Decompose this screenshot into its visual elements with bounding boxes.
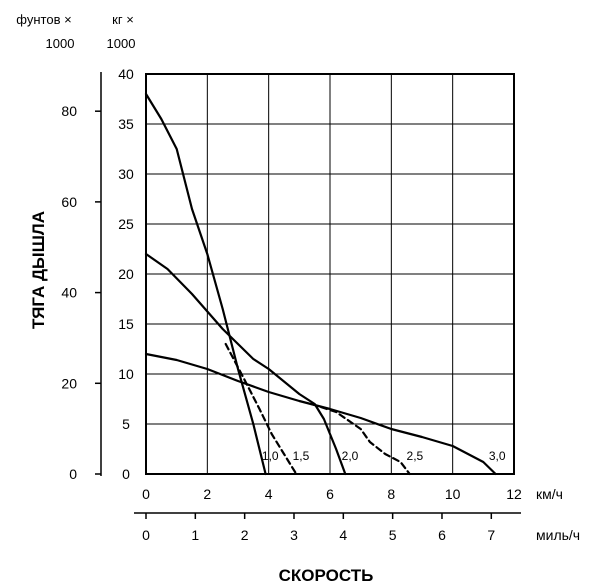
lbs-axis-unit-line2: 1000 (46, 36, 75, 51)
lbs-tick-label: 60 (61, 194, 77, 210)
curve-label: 1,5 (293, 449, 310, 463)
mph-tick-label: 6 (438, 527, 446, 543)
kmh-tick-label: 8 (387, 486, 395, 502)
mph-tick-label: 2 (241, 527, 249, 543)
mph-tick-label: 3 (290, 527, 298, 543)
kmh-tick-label: 0 (142, 486, 150, 502)
kg-tick-label: 0 (122, 466, 130, 482)
kmh-tick-label: 2 (203, 486, 211, 502)
mph-tick-label: 0 (142, 527, 150, 543)
plot-grid (145, 73, 515, 475)
curve-label: 2,5 (407, 449, 424, 463)
mph-axis-unit: миль/ч (536, 527, 580, 543)
curve-2-0 (144, 252, 347, 476)
kg-axis-unit-line1: кг × (112, 12, 134, 27)
mph-tick-label: 1 (191, 527, 199, 543)
kmh-axis-unit: км/ч (536, 486, 563, 502)
kmh-tick-label: 12 (506, 486, 522, 502)
lbs-axis-unit-line1: фунтов × (16, 12, 71, 27)
lbs-tick-label: 80 (61, 103, 77, 119)
mph-tick-label: 7 (487, 527, 495, 543)
labels: фунтов × 1000 кг × 1000 ТЯГА ДЫШЛА км/ч … (16, 12, 580, 585)
lbs-tick-label: 0 (69, 466, 77, 482)
kg-tick-label: 40 (118, 66, 134, 82)
kg-tick-label: 5 (122, 416, 130, 432)
kg-tick-label: 15 (118, 316, 134, 332)
kg-tick-label: 25 (118, 216, 134, 232)
curve-label: 1,0 (262, 449, 279, 463)
y-axis-title: ТЯГА ДЫШЛА (29, 211, 48, 329)
lbs-tick-label: 40 (61, 285, 77, 301)
plot-frame (145, 73, 515, 475)
kg-axis-unit-line2: 1000 (107, 36, 136, 51)
curve-label: 2,0 (342, 449, 359, 463)
mph-tick-label: 5 (389, 527, 397, 543)
curve-label: 3,0 (489, 449, 506, 463)
lbs-tick-label: 20 (61, 375, 77, 391)
kmh-tick-label: 10 (445, 486, 461, 502)
kmh-tick-label: 4 (265, 486, 273, 502)
curves (144, 92, 497, 476)
curve-2-5 (310, 402, 411, 476)
x-axis-title: СКОРОСТЬ (279, 566, 374, 585)
kmh-tick-label: 6 (326, 486, 334, 502)
mph-tick-label: 4 (339, 527, 347, 543)
axes (95, 72, 521, 519)
kg-tick-label: 20 (118, 266, 134, 282)
curve-1-0 (144, 92, 267, 476)
curve-3-0 (144, 352, 497, 476)
kg-tick-label: 30 (118, 166, 134, 182)
kg-tick-label: 10 (118, 366, 134, 382)
kg-tick-label: 35 (118, 116, 134, 132)
curve-1-5 (224, 342, 298, 476)
